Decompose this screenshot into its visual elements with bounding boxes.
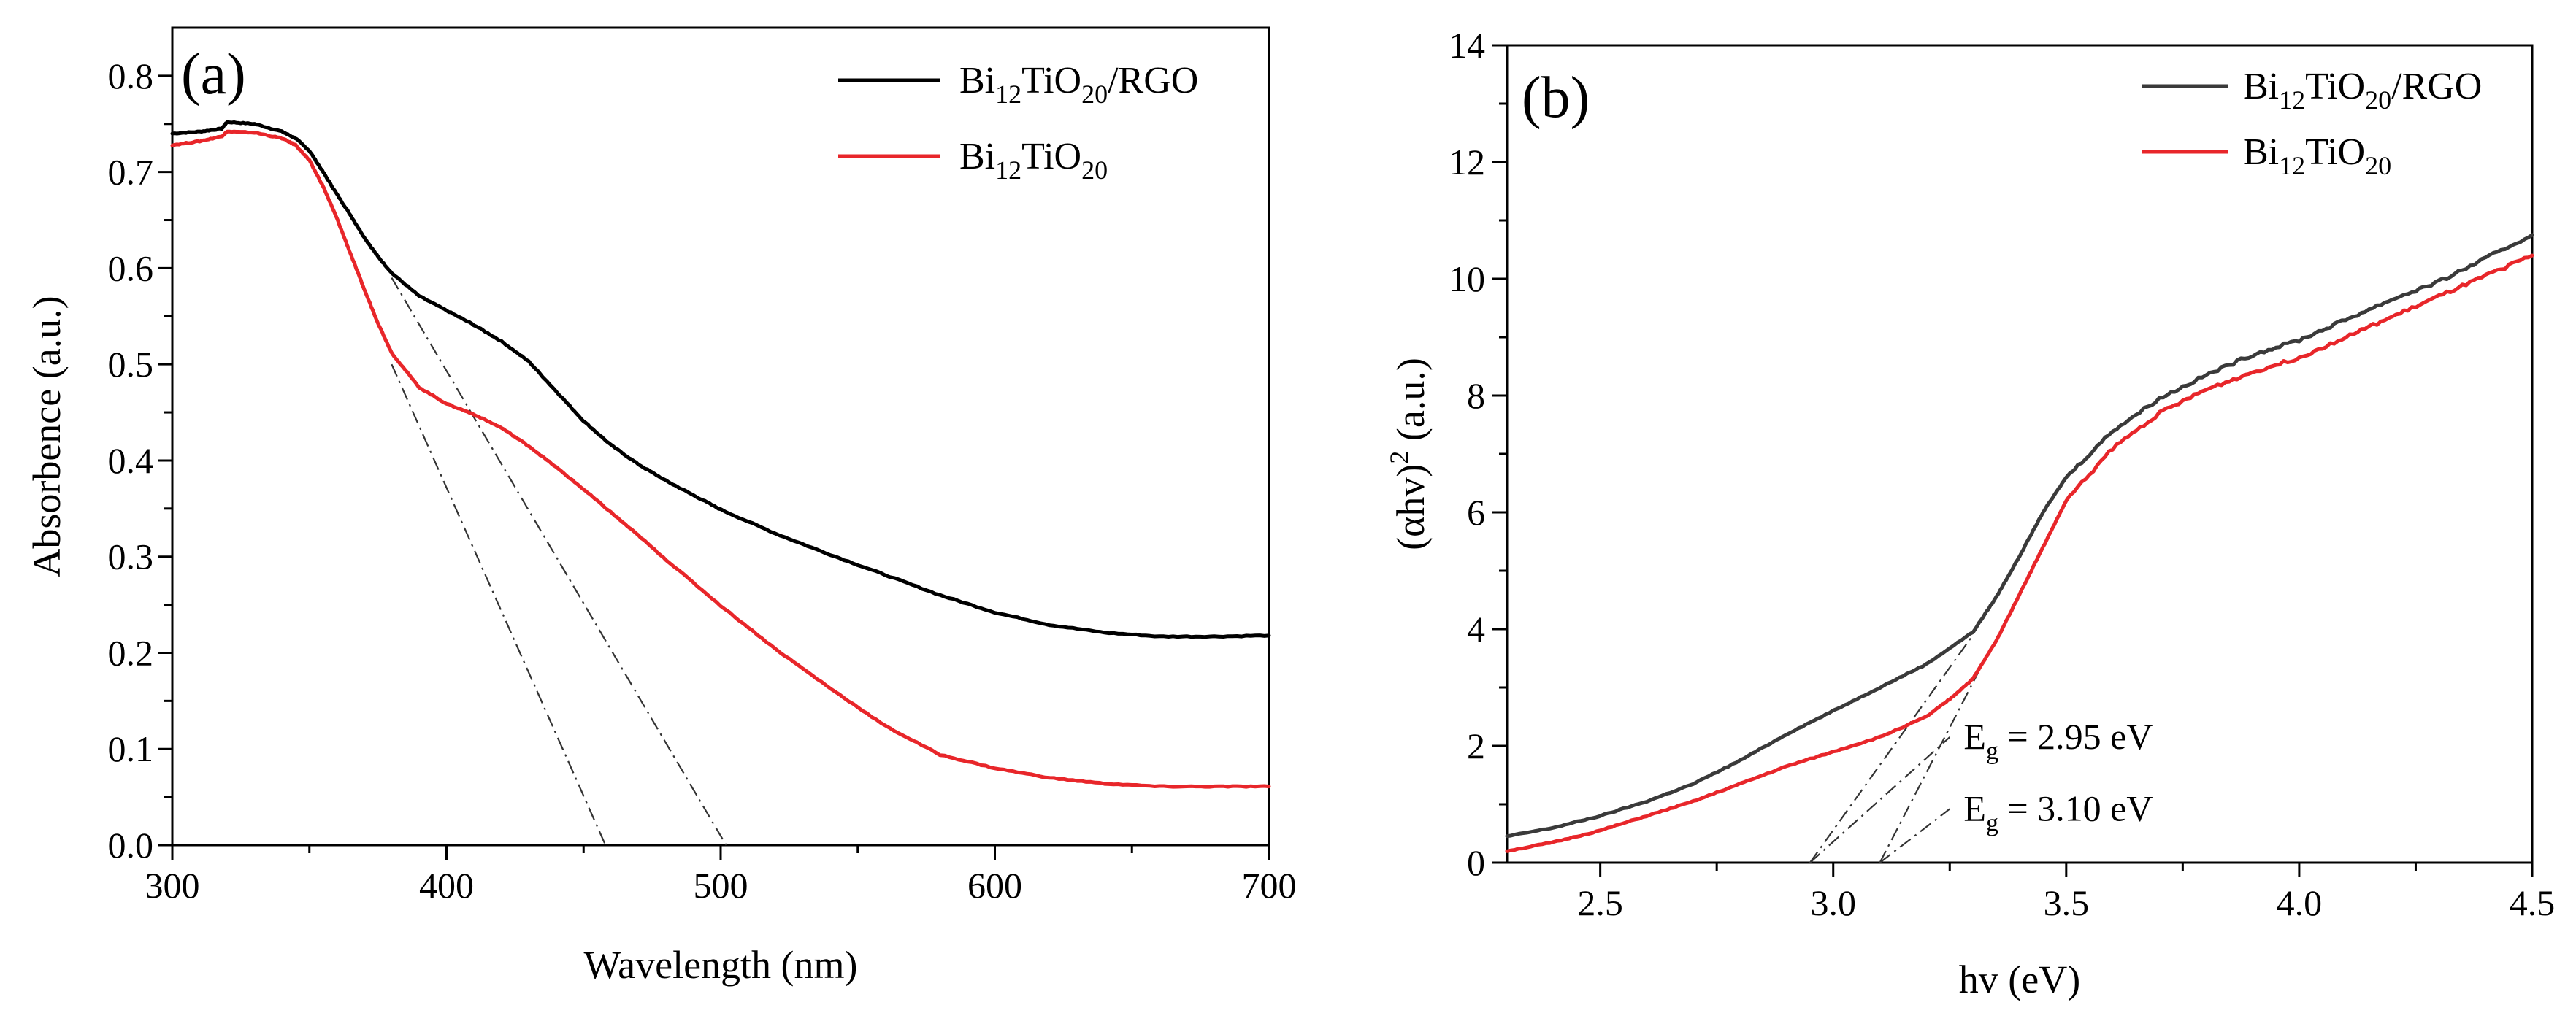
x-tick-label: 600 (967, 865, 1022, 906)
y-tick-label: 0.4 (108, 440, 154, 481)
series-line-bi12tio20 (170, 129, 1271, 789)
panel-b-fit-lines (1809, 634, 1988, 863)
band-gap-annotation: Eg = 3.10 eV (1963, 787, 2153, 836)
series-line-bi12tio20-rgo (1505, 233, 2534, 839)
tangent-fit-line (1879, 655, 1988, 863)
annotation-leader-line (1809, 736, 1951, 863)
panel-b-annotations: Eg = 2.95 eV Eg = 3.10 eV (1809, 716, 2153, 863)
x-tick-label: 3.0 (1810, 882, 1856, 923)
y-tick-label: 14 (1449, 25, 1485, 66)
y-tick-label: 0.8 (108, 55, 154, 96)
legend-label: Bi12TiO20/RGO (2243, 66, 2482, 115)
panel-a-legend: Bi12TiO20/RGO Bi12TiO20 (838, 60, 1198, 185)
panel-b-legend: Bi12TiO20/RGO Bi12TiO20 (2142, 66, 2482, 180)
y-tick-label: 0.5 (108, 344, 154, 385)
tangent-fit-line (391, 277, 727, 846)
x-tick-label: 500 (694, 865, 748, 906)
x-tick-label: 4.0 (2277, 882, 2323, 923)
band-gap-annotation: Eg = 2.95 eV (1963, 716, 2153, 765)
x-tick-label: 4.5 (2510, 882, 2556, 923)
x-tick-label: 400 (419, 865, 474, 906)
panel-b-y-axis-title: (αhv)2 (a.u.) (1384, 358, 1433, 550)
x-tick-label: 3.5 (2044, 882, 2090, 923)
x-tick-label: 300 (145, 865, 200, 906)
panel-a-chart: 300 400 500 600 700 0.0 0.1 0.2 0.3 0.4 0.5 0.6 0.7 0… (25, 26, 1297, 987)
y-tick-label: 0.7 (108, 152, 154, 193)
y-tick-label: 0 (1467, 842, 1485, 883)
panel-b-chart: 2.5 3.0 3.5 4.0 4.5 0 2 4 6 8 10 12 14 (b) hv (eV) (… (1384, 25, 2555, 1001)
legend-label: Bi12TiO20/RGO (959, 60, 1198, 109)
panel-b-ticks: 2.5 3.0 3.5 4.0 4.5 0 2 4 6 8 10 12 14 (1449, 25, 2555, 923)
legend-label: Bi12TiO20 (2243, 131, 2391, 180)
panel-b-label: (b) (1522, 66, 1590, 130)
panel-a-frame (171, 26, 1270, 847)
tangent-fit-line (1809, 634, 1974, 863)
x-tick-label: 2.5 (1577, 882, 1623, 923)
panel-a-label: (a) (181, 42, 246, 107)
panel-b-x-axis-title: hv (eV) (1959, 958, 2080, 1001)
y-tick-label: 6 (1467, 492, 1485, 533)
series-line-bi12tio20-rgo (170, 120, 1271, 639)
panel-b-y-axis-title-sup: 2 (1384, 451, 1414, 464)
y-tick-label: 0.6 (108, 247, 154, 288)
panel-a-series (170, 120, 1271, 789)
panel-b-series (1505, 233, 2534, 853)
series-line-bi12tio20 (1505, 253, 2534, 853)
y-tick-label: 2 (1467, 725, 1485, 766)
panel-b-y-axis-title-main: (αhv) (1389, 464, 1433, 550)
panel-a-y-axis-title: Absorbence (a.u.) (25, 296, 69, 577)
y-tick-label: 0.2 (108, 632, 154, 673)
annotation-leader-line (1879, 808, 1950, 863)
y-tick-label: 4 (1467, 609, 1485, 650)
legend-label: Bi12TiO20 (959, 136, 1108, 185)
panel-a-ticks: 300 400 500 600 700 0.0 0.1 0.2 0.3 0.4 0.5 0.6 0.7 0… (108, 55, 1297, 906)
y-tick-label: 8 (1467, 375, 1485, 416)
panel-a-fit-lines (391, 277, 727, 846)
x-tick-label: 700 (1242, 865, 1297, 906)
y-tick-label: 0.0 (108, 825, 154, 866)
y-tick-label: 12 (1449, 142, 1485, 182)
y-tick-label: 0.3 (108, 536, 154, 577)
panel-a-x-axis-title: Wavelength (nm) (583, 943, 857, 987)
y-tick-label: 0.1 (108, 728, 154, 769)
y-tick-label: 10 (1449, 258, 1485, 299)
panel-b-y-axis-title-unit: (a.u.) (1389, 358, 1433, 450)
tangent-fit-line (391, 363, 607, 846)
